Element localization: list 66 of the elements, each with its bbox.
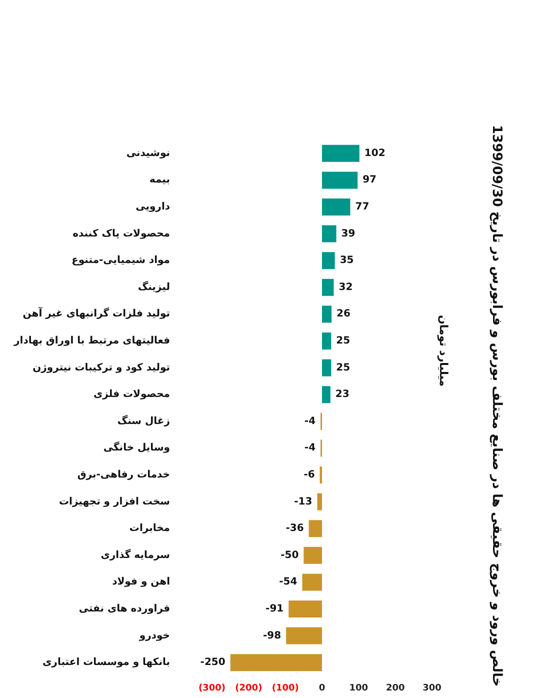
bar [322,278,334,296]
x-tick-label: 300 [422,684,442,694]
bar [308,520,322,538]
y-tick-label: زغال سنگ [117,414,170,427]
data-label: 25 [336,362,350,374]
data-label: 39 [341,228,356,240]
data-label: -250 [200,657,226,668]
bar [302,574,322,591]
bar [322,306,332,323]
data-label: 23 [335,389,350,400]
bar [230,654,322,672]
bar [322,332,332,350]
bar [322,252,335,270]
data-label: 102 [364,148,386,159]
y-tick-label: خودرو [138,630,170,642]
bar [286,627,322,644]
y-tick-label: لیزینگ [138,280,170,293]
text: میلیارد تومان [437,315,450,387]
text: خالص ورود و خروج حقیقی ها در صنایع مختلف بورس و فرابورس در تاریخ 1399/09/30 [489,125,504,687]
bar [288,600,322,618]
bar [322,359,332,376]
bar [322,172,358,189]
y-tick-label: مواد شیمیایی-متنوع [72,255,170,266]
bar [322,198,350,216]
y-tick-label: محصولات فلزی [93,389,170,400]
x-tick-label: (100) [272,684,299,694]
data-label: 32 [338,282,353,293]
bar [322,386,330,404]
x-tick-label: 200 [386,684,405,694]
data-label: -98 [262,630,282,642]
data-label: -50 [280,550,299,561]
y-tick-label: اهن و فولاد [112,576,170,588]
data-label: -91 [266,604,284,614]
y-tick-label: بیمه [149,174,170,186]
y-tick-label: دارویی [136,202,170,212]
data-label: -13 [294,496,312,508]
data-label: 26 [336,308,350,320]
bar [322,144,360,162]
bar [317,493,322,510]
data-label: 97 [362,174,377,186]
y-tick-label: خدمات رفاهی-برق [77,470,170,480]
data-label: -6 [304,470,315,480]
data-label: 35 [340,255,354,266]
data-label: 25 [336,336,350,346]
data-label: -36 [286,523,304,534]
x-tick-label: (300) [198,684,226,694]
data-label: 77 [355,202,370,212]
y-tick-label: تولید کود و ترکیبات نیتروژن [32,362,170,374]
y-tick-label: نوشیدنی [126,148,170,159]
y-tick-label: تولید فلزات گرانبهای غیر آهن [22,306,170,320]
y-tick-label: وسایل خانگی [103,440,170,454]
y-tick-label: محصولات پاک کننده [72,228,170,240]
data-label: -4 [304,442,316,454]
y-tick-label: فراورده های نفتی [78,604,170,614]
bar [322,225,336,242]
y-tick-label: بانکها و موسسات اعتباری [42,657,170,668]
y-tick-label: سخت افزار و تجهیزات [58,496,170,508]
bar [304,546,322,564]
y-tick-label: فعالیتهای مرتبط با اوراق بهادار [13,336,170,346]
x-tick-label: (200) [235,684,262,694]
y-tick-label: مخابرات [129,523,170,534]
x-tick-label: 0 [318,684,326,694]
x-tick-label: 100 [349,684,368,694]
data-label: -54 [279,576,298,588]
data-label: -4 [304,416,316,427]
y-tick-label: سرمایه گذاری [100,548,170,561]
